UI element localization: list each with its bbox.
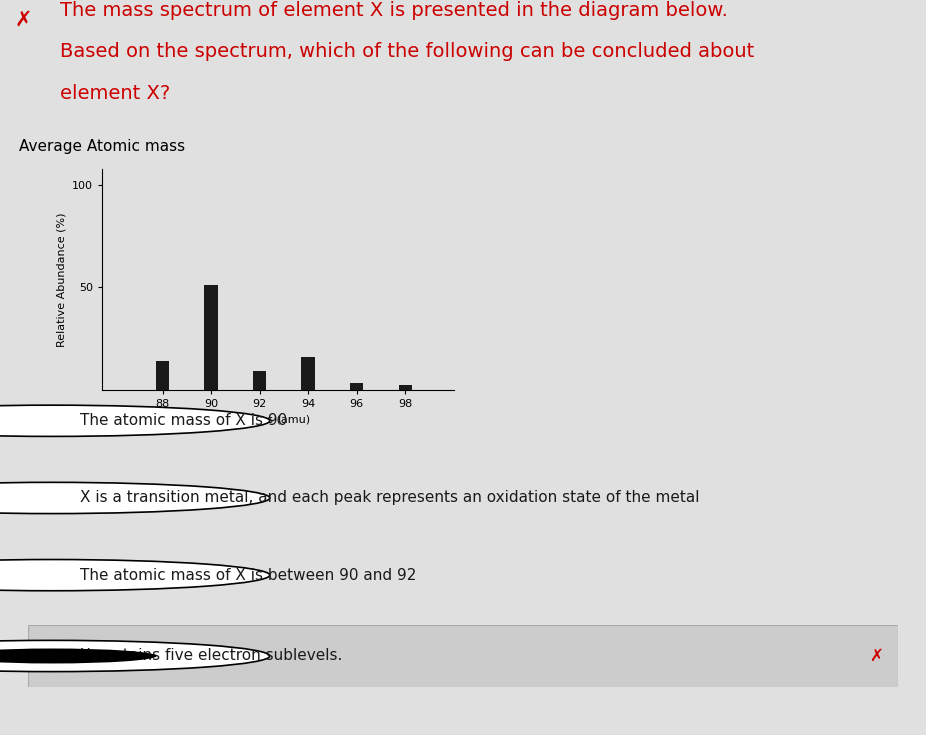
Text: The atomic mass of X is 90: The atomic mass of X is 90: [80, 413, 287, 429]
Circle shape: [0, 559, 269, 591]
Circle shape: [0, 640, 269, 672]
Text: The mass spectrum of element X is presented in the diagram below.: The mass spectrum of element X is presen…: [60, 1, 728, 21]
Bar: [156, 361, 169, 390]
Bar: [253, 371, 267, 390]
Text: Based on the spectrum, which of the following can be concluded about: Based on the spectrum, which of the foll…: [60, 43, 755, 62]
Circle shape: [0, 405, 269, 437]
Bar: [302, 357, 315, 390]
Text: Average Atomic mass: Average Atomic mass: [19, 140, 184, 154]
Circle shape: [0, 648, 156, 664]
Text: The atomic mass of X is between 90 and 92: The atomic mass of X is between 90 and 9…: [80, 567, 417, 583]
Bar: [205, 285, 218, 390]
Text: X contains five electron sublevels.: X contains five electron sublevels.: [80, 648, 343, 664]
FancyBboxPatch shape: [28, 625, 898, 687]
X-axis label: Mass (amu): Mass (amu): [245, 414, 310, 424]
Text: X is a transition metal, and each peak represents an oxidation state of the meta: X is a transition metal, and each peak r…: [80, 490, 699, 506]
Y-axis label: Relative Abundance (%): Relative Abundance (%): [56, 212, 67, 346]
Text: ✗: ✗: [15, 10, 31, 30]
Bar: [398, 385, 412, 390]
Bar: [350, 384, 363, 390]
Circle shape: [0, 482, 269, 514]
Text: ✗: ✗: [870, 647, 883, 665]
Text: element X?: element X?: [60, 84, 170, 103]
